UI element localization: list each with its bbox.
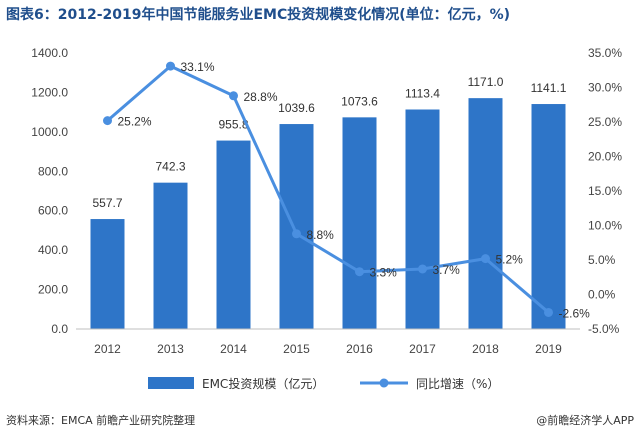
growth-point-2014 <box>229 91 238 101</box>
growth-value-label: -2.6% <box>559 306 591 320</box>
x-tick-label: 2019 <box>535 342 562 356</box>
y-left-tick-label: 0.0 <box>51 322 68 336</box>
legend-bar-label: EMC投资规模（亿元） <box>202 376 324 391</box>
bar-2018 <box>468 98 503 329</box>
growth-point-2016 <box>355 267 364 277</box>
bar-value-label: 1039.6 <box>278 101 315 115</box>
growth-value-label: 28.8% <box>244 90 278 104</box>
x-tick-label: 2015 <box>283 342 310 356</box>
growth-line <box>106 64 550 314</box>
y-right-tick-label: 35.0% <box>588 46 622 60</box>
y-left-tick-label: 400.0 <box>38 243 68 257</box>
x-tick-label: 2014 <box>220 342 247 356</box>
y-right-tick-label: 10.0% <box>588 219 622 233</box>
growth-value-label: 3.3% <box>370 266 398 280</box>
bar-2019 <box>531 104 566 329</box>
legend-bar-swatch <box>148 377 194 389</box>
y-right-tick-label: -5.0% <box>588 322 620 336</box>
growth-point-2012 <box>103 116 112 126</box>
growth-point-2015 <box>292 229 301 239</box>
chart-title: 图表6：2012-2019年中国节能服务业EMC投资规模变化情况(单位：亿元，%… <box>6 7 511 23</box>
y-right-tick-label: 15.0% <box>588 184 622 198</box>
y-left-tick-label: 1400.0 <box>31 46 68 60</box>
y-right-tick-label: 5.0% <box>588 253 616 267</box>
bar-value-label: 1073.6 <box>341 94 378 108</box>
growth-value-label: 25.2% <box>118 115 152 129</box>
y-left-tick-label: 200.0 <box>38 283 68 297</box>
x-tick-label: 2018 <box>472 342 499 356</box>
x-tick-label: 2012 <box>94 342 121 356</box>
y-right-tick-label: 20.0% <box>588 150 622 164</box>
y-right-tick-label: 0.0% <box>588 288 616 302</box>
bar-value-label: 742.3 <box>155 160 185 174</box>
y-right-tick-label: 30.0% <box>588 81 622 95</box>
y-left-tick-label: 1200.0 <box>31 85 68 99</box>
brand-credit: @前瞻经济学人APP <box>536 414 634 427</box>
legend-line-label: 同比增速（%） <box>416 377 499 391</box>
y-left-tick-label: 600.0 <box>38 204 68 218</box>
growth-point-2018 <box>481 254 490 264</box>
growth-value-label: 3.7% <box>433 263 461 277</box>
growth-point-2019 <box>544 307 553 317</box>
bar-2017 <box>405 109 440 329</box>
growth-value-label: 33.1% <box>181 60 215 74</box>
x-tick-label: 2017 <box>409 342 436 356</box>
bar-2015 <box>279 124 314 329</box>
x-tick-label: 2013 <box>157 342 184 356</box>
x-tick-label: 2016 <box>346 342 373 356</box>
bar-2013 <box>153 182 188 329</box>
bar-2016 <box>342 117 377 329</box>
bar-value-label: 1141.1 <box>531 81 567 95</box>
growth-value-label: 8.8% <box>307 228 335 242</box>
bar-value-label: 955.8 <box>218 118 248 132</box>
y-left-tick-label: 800.0 <box>38 164 68 178</box>
growth-value-label: 5.2% <box>496 253 524 267</box>
bar-2012 <box>90 219 125 329</box>
y-left-tick-label: 1000.0 <box>31 125 68 139</box>
bar-value-label: 1171.0 <box>468 75 504 89</box>
bar-2014 <box>216 140 251 329</box>
source-note: 资料来源：EMCA 前瞻产业研究院整理 <box>6 414 196 427</box>
y-right-tick-label: 25.0% <box>588 115 622 129</box>
growth-point-2013 <box>166 61 175 71</box>
bar-value-label: 1113.4 <box>405 87 440 101</box>
growth-point-2017 <box>418 264 427 274</box>
bar-value-label: 557.7 <box>92 196 122 210</box>
legend-line-marker <box>379 378 389 388</box>
